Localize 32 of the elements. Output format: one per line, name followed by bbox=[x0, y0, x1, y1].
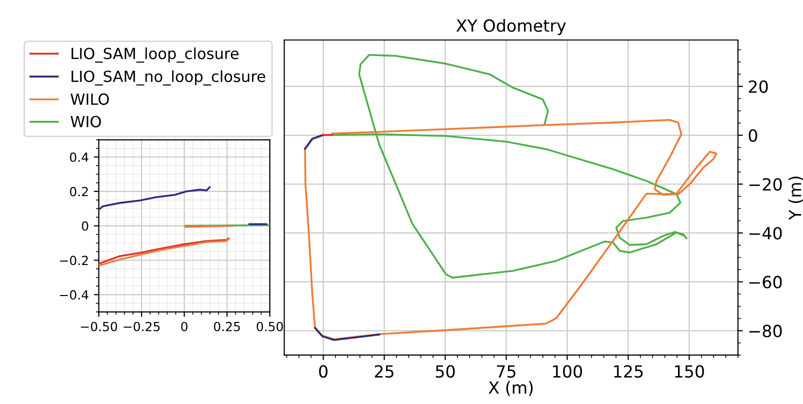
y-tick-label: 20 bbox=[748, 80, 768, 93]
x-tick-label: 0.25 bbox=[214, 322, 240, 332]
x-tick-label: 0 bbox=[319, 365, 328, 378]
y-tick-label: −0.4 bbox=[60, 290, 88, 300]
x-tick-label: −0.25 bbox=[124, 322, 160, 332]
legend-label: WIO bbox=[70, 116, 101, 128]
x-axis-title: X (m) bbox=[488, 380, 533, 396]
x-tick-label: 75 bbox=[496, 365, 516, 378]
x-tick-label: 100 bbox=[553, 365, 582, 378]
y-tick-label: −20 bbox=[749, 178, 782, 191]
y-tick-label: −0.2 bbox=[60, 256, 88, 266]
y-tick-label: 0 bbox=[748, 129, 758, 142]
x-tick-label: 0 bbox=[181, 322, 188, 332]
x-tick-label: 125 bbox=[614, 365, 643, 378]
y-tick-label: −80 bbox=[749, 324, 782, 338]
y-tick-label: −60 bbox=[749, 276, 782, 288]
y-tick-label: −40 bbox=[749, 226, 782, 240]
legend-label: WILO bbox=[70, 93, 109, 105]
y-tick-label: 0.2 bbox=[70, 186, 88, 196]
x-tick-label: −0.50 bbox=[80, 322, 118, 332]
line-series bbox=[304, 118, 718, 340]
y-axis-title: Y (m) bbox=[788, 176, 803, 220]
legend-label: LIO_SAM_no_loop_closure bbox=[72, 70, 266, 86]
chart-title: XY Odometry bbox=[456, 19, 566, 36]
x-tick-label: 0.50 bbox=[256, 322, 283, 332]
x-tick-label: 150 bbox=[675, 365, 704, 378]
line-series bbox=[98, 238, 229, 265]
x-tick-label: 25 bbox=[374, 365, 394, 378]
legend-label: LIO_SAM_loop_closure bbox=[72, 47, 238, 63]
y-tick-label: 0 bbox=[82, 221, 88, 231]
x-tick-label: 50 bbox=[436, 365, 455, 378]
y-tick-label: 0.4 bbox=[70, 152, 88, 162]
